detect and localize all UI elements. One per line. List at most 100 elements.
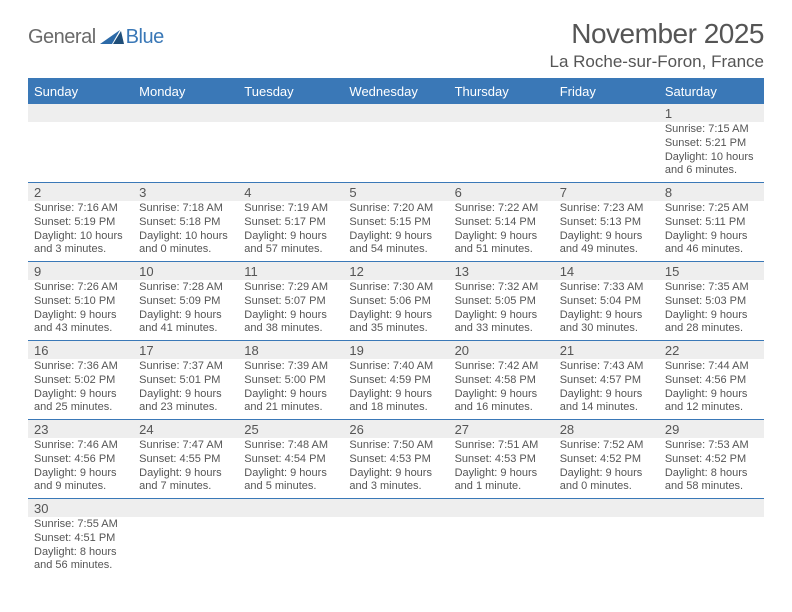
sunset-text: Sunset: 4:56 PM [34,453,129,467]
sunrise-text: Sunrise: 7:28 AM [139,281,234,295]
weekday-header: Sunday [28,80,133,104]
daynum: 14 [554,262,659,280]
daynum: 2 [28,183,133,201]
daylight-text: Daylight: 9 hours and 38 minutes. [244,309,339,337]
daynum: 18 [238,341,343,359]
sunset-text: Sunset: 4:58 PM [455,374,550,388]
weekday-row: SundayMondayTuesdayWednesdayThursdayFrid… [28,80,764,104]
month-title: November 2025 [550,18,764,50]
daynum-row: 30 [28,499,764,517]
sunset-text: Sunset: 4:57 PM [560,374,655,388]
day-cell: Sunrise: 7:48 AMSunset: 4:54 PMDaylight:… [238,438,343,498]
day-cell [28,122,133,182]
daynum [554,104,659,122]
sunset-text: Sunset: 4:51 PM [34,532,129,546]
sunset-text: Sunset: 5:13 PM [560,216,655,230]
body-row: Sunrise: 7:36 AMSunset: 5:02 PMDaylight:… [28,359,764,420]
day-cell: Sunrise: 7:40 AMSunset: 4:59 PMDaylight:… [343,359,448,419]
daynum [449,104,554,122]
sunrise-text: Sunrise: 7:16 AM [34,202,129,216]
sunset-text: Sunset: 5:21 PM [665,137,760,151]
body-row: Sunrise: 7:46 AMSunset: 4:56 PMDaylight:… [28,438,764,499]
weekday-header: Wednesday [343,80,448,104]
sunrise-text: Sunrise: 7:51 AM [455,439,550,453]
body-row: Sunrise: 7:55 AMSunset: 4:51 PMDaylight:… [28,517,764,577]
daynum: 28 [554,420,659,438]
day-cell: Sunrise: 7:39 AMSunset: 5:00 PMDaylight:… [238,359,343,419]
sunset-text: Sunset: 5:07 PM [244,295,339,309]
sunset-text: Sunset: 5:04 PM [560,295,655,309]
day-cell: Sunrise: 7:33 AMSunset: 5:04 PMDaylight:… [554,280,659,340]
day-cell: Sunrise: 7:37 AMSunset: 5:01 PMDaylight:… [133,359,238,419]
day-cell: Sunrise: 7:44 AMSunset: 4:56 PMDaylight:… [659,359,764,419]
daynum [133,499,238,517]
day-cell [449,517,554,577]
daynum: 8 [659,183,764,201]
day-cell [343,517,448,577]
daylight-text: Daylight: 9 hours and 51 minutes. [455,230,550,258]
sunrise-text: Sunrise: 7:35 AM [665,281,760,295]
sunrise-text: Sunrise: 7:53 AM [665,439,760,453]
day-cell [133,517,238,577]
daynum-row: 23242526272829 [28,420,764,438]
daylight-text: Daylight: 9 hours and 28 minutes. [665,309,760,337]
weekday-header: Thursday [449,80,554,104]
sunset-text: Sunset: 5:14 PM [455,216,550,230]
daynum [343,499,448,517]
day-cell [554,122,659,182]
sunset-text: Sunset: 5:06 PM [349,295,444,309]
daynum [343,104,448,122]
sunset-text: Sunset: 5:03 PM [665,295,760,309]
sunrise-text: Sunrise: 7:43 AM [560,360,655,374]
sunrise-text: Sunrise: 7:50 AM [349,439,444,453]
day-cell: Sunrise: 7:50 AMSunset: 4:53 PMDaylight:… [343,438,448,498]
daynum: 4 [238,183,343,201]
daylight-text: Daylight: 9 hours and 12 minutes. [665,388,760,416]
daylight-text: Daylight: 10 hours and 3 minutes. [34,230,129,258]
daynum: 3 [133,183,238,201]
daylight-text: Daylight: 9 hours and 3 minutes. [349,467,444,495]
sunset-text: Sunset: 5:01 PM [139,374,234,388]
day-cell: Sunrise: 7:29 AMSunset: 5:07 PMDaylight:… [238,280,343,340]
sunset-text: Sunset: 5:00 PM [244,374,339,388]
sunrise-text: Sunrise: 7:37 AM [139,360,234,374]
sunrise-text: Sunrise: 7:36 AM [34,360,129,374]
weekday-header: Friday [554,80,659,104]
daynum [659,499,764,517]
daynum: 15 [659,262,764,280]
daynum-row: 16171819202122 [28,341,764,359]
daynum: 13 [449,262,554,280]
sunrise-text: Sunrise: 7:33 AM [560,281,655,295]
sunrise-text: Sunrise: 7:29 AM [244,281,339,295]
daylight-text: Daylight: 9 hours and 14 minutes. [560,388,655,416]
day-cell: Sunrise: 7:26 AMSunset: 5:10 PMDaylight:… [28,280,133,340]
daynum: 11 [238,262,343,280]
sunset-text: Sunset: 5:17 PM [244,216,339,230]
sunset-text: Sunset: 4:52 PM [560,453,655,467]
day-cell [133,122,238,182]
sunset-text: Sunset: 4:54 PM [244,453,339,467]
daynum: 20 [449,341,554,359]
sunset-text: Sunset: 4:53 PM [349,453,444,467]
day-cell: Sunrise: 7:22 AMSunset: 5:14 PMDaylight:… [449,201,554,261]
day-cell: Sunrise: 7:53 AMSunset: 4:52 PMDaylight:… [659,438,764,498]
day-cell: Sunrise: 7:32 AMSunset: 5:05 PMDaylight:… [449,280,554,340]
sunrise-text: Sunrise: 7:20 AM [349,202,444,216]
day-cell [343,122,448,182]
daynum: 30 [28,499,133,517]
sunrise-text: Sunrise: 7:39 AM [244,360,339,374]
day-cell: Sunrise: 7:42 AMSunset: 4:58 PMDaylight:… [449,359,554,419]
day-cell: Sunrise: 7:15 AMSunset: 5:21 PMDaylight:… [659,122,764,182]
daynum: 12 [343,262,448,280]
sunrise-text: Sunrise: 7:52 AM [560,439,655,453]
weekday-header: Saturday [659,80,764,104]
daylight-text: Daylight: 9 hours and 41 minutes. [139,309,234,337]
logo-text-2: Blue [126,26,164,49]
body-row: Sunrise: 7:16 AMSunset: 5:19 PMDaylight:… [28,201,764,262]
sunset-text: Sunset: 5:05 PM [455,295,550,309]
daylight-text: Daylight: 9 hours and 9 minutes. [34,467,129,495]
day-cell: Sunrise: 7:55 AMSunset: 4:51 PMDaylight:… [28,517,133,577]
daylight-text: Daylight: 9 hours and 54 minutes. [349,230,444,258]
daylight-text: Daylight: 8 hours and 58 minutes. [665,467,760,495]
daylight-text: Daylight: 9 hours and 1 minute. [455,467,550,495]
